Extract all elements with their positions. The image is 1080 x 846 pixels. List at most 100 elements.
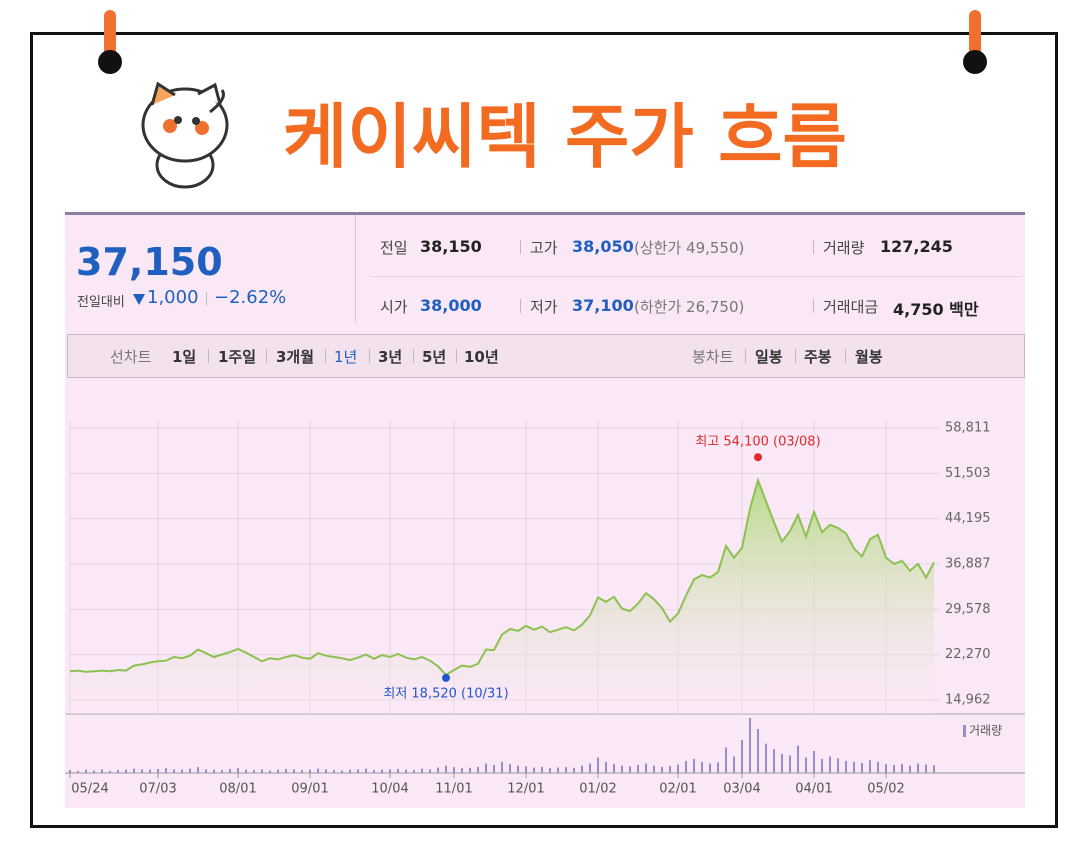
volume-bar (725, 747, 727, 773)
change-label: 전일대비 (77, 295, 125, 310)
stat-value: 37,100 (572, 296, 634, 315)
tab-active[interactable]: 1년 (334, 348, 358, 366)
volume-bar (565, 767, 567, 773)
volume-bar (205, 769, 207, 773)
tab[interactable]: 월봉 (855, 348, 883, 366)
tab[interactable]: 5년 (422, 348, 447, 366)
stock-chart: 58,811 51,503 44,195 36,887 29,578 22,270 14,9… (65, 420, 1025, 797)
legend-swatch (963, 725, 966, 737)
tab-bar (67, 334, 1025, 378)
volume-bar (437, 767, 439, 773)
volume-bar (405, 769, 407, 773)
volume-bar (917, 763, 919, 773)
volume-bar (813, 751, 815, 773)
x-tick-label: 05/24 (71, 782, 108, 797)
tab-group-label: 선차트 (110, 348, 152, 366)
volume-bar (221, 770, 223, 773)
volume-bar (885, 764, 887, 773)
volume-bar (853, 762, 855, 773)
tab[interactable]: 1일 (172, 348, 197, 366)
separator (520, 240, 521, 254)
stat-label: 거래대금 (823, 298, 879, 316)
volume-bar (637, 764, 639, 773)
x-tick-label: 01/02 (579, 782, 616, 797)
volume-bar (597, 757, 599, 773)
volume-bar (469, 767, 471, 773)
stat-value: 127,245 (880, 237, 953, 256)
y-tick-label: 36,887 (945, 556, 991, 571)
volume-bar (701, 762, 703, 773)
separator (208, 349, 209, 363)
tab-group-label: 봉차트 (692, 348, 734, 366)
volume-bar (933, 765, 935, 773)
volume-bar (69, 770, 71, 773)
volume-bar (517, 765, 519, 773)
volume-bar (829, 756, 831, 773)
volume-bar (749, 718, 751, 773)
volume-bar (533, 767, 535, 773)
tab[interactable]: 1주일 (218, 348, 257, 366)
volume-bar (293, 769, 295, 773)
change: 1,000 (147, 287, 199, 308)
volume-bar (509, 764, 511, 773)
volume-bar (413, 770, 415, 773)
volume-bar (189, 768, 191, 773)
stat-label: 고가 (530, 239, 558, 257)
separator (795, 349, 796, 363)
decoration: 케이씨텍 주가 흐름 (98, 10, 987, 189)
stat-label: 거래량 (823, 239, 865, 257)
volume-bar (549, 768, 551, 773)
volume-bar (197, 767, 199, 773)
volume-bar (733, 756, 735, 773)
volume-bar (493, 764, 495, 773)
volume-bar (781, 753, 783, 773)
volume-bar (285, 768, 287, 773)
volume-bar (85, 769, 87, 773)
frame (30, 32, 1058, 828)
pin-hole (98, 50, 122, 74)
volume-bar (325, 769, 327, 773)
x-tick-label: 12/01 (507, 782, 544, 797)
volume-bar (645, 763, 647, 773)
volume-bar (685, 760, 687, 773)
volume-bar (125, 769, 127, 773)
low-label: 최저 18,520 (10/31) (383, 686, 508, 701)
cat-icon (141, 81, 229, 189)
volume-bar (621, 765, 623, 773)
volume-bar (245, 769, 247, 773)
volume-bar (461, 768, 463, 773)
volume-bar (381, 769, 383, 773)
separator (520, 299, 521, 313)
volume-bar (677, 764, 679, 773)
volume-bar (477, 766, 479, 773)
tab[interactable]: 3개월 (276, 348, 315, 366)
tab[interactable]: 3년 (378, 348, 403, 366)
volume-bar (861, 763, 863, 773)
volume-bar (789, 755, 791, 773)
volume-bar (901, 763, 903, 773)
volume-bar (93, 770, 95, 773)
tab[interactable]: 10년 (464, 348, 499, 366)
volume-bar (805, 757, 807, 773)
tab[interactable]: 주봉 (804, 348, 832, 366)
stat-note: (하한가 26,750) (634, 298, 745, 316)
stat-note: (상한가 49,550) (634, 239, 745, 257)
volume-bar (757, 729, 759, 773)
y-tick-label: 58,811 (945, 421, 991, 436)
volume-bar (181, 769, 183, 773)
volume-bar (365, 768, 367, 773)
volume-bar (133, 768, 135, 773)
volume-bar (925, 764, 927, 773)
tab[interactable]: 일봉 (755, 348, 783, 366)
volume-bar (269, 770, 271, 773)
y-tick-label: 14,962 (945, 693, 991, 708)
volume-bar (277, 769, 279, 773)
separator (845, 349, 846, 363)
x-tick-label: 04/01 (795, 782, 832, 797)
title: 케이씨텍 주가 흐름 (283, 96, 847, 178)
volume-bar (253, 770, 255, 773)
separator (206, 292, 207, 306)
x-tick-label: 10/04 (371, 782, 408, 797)
volume-bar (237, 768, 239, 773)
separator (266, 349, 267, 363)
